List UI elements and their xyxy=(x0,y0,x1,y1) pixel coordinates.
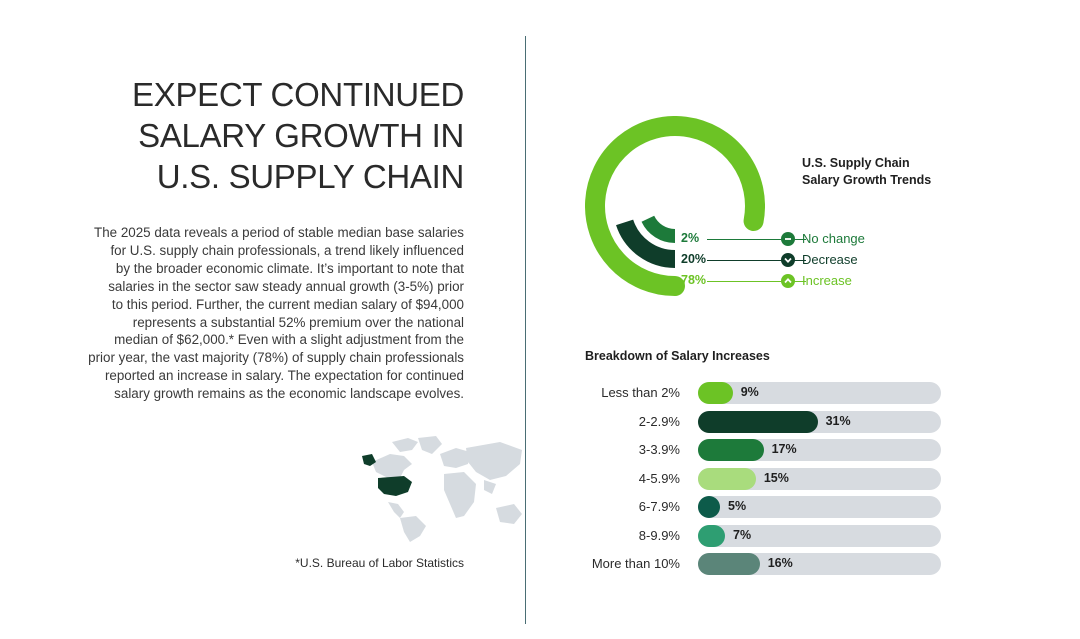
chevron-down-circle-icon xyxy=(781,253,795,267)
bar-fill xyxy=(698,439,764,461)
bar-value-label: 7% xyxy=(733,527,752,542)
bar-category-label: 6-7.9% xyxy=(638,499,680,514)
bar-row: Less than 2% 9% xyxy=(560,382,950,404)
footnote: *U.S. Bureau of Labor Statistics xyxy=(295,556,464,570)
left-column: EXPECT CONTINUED SALARY GROWTH IN U.S. S… xyxy=(60,0,522,639)
bar-track xyxy=(698,410,941,433)
bar-track xyxy=(698,467,941,490)
bar-fill xyxy=(698,496,720,518)
body-line: represents a substantial 52% premium ove… xyxy=(132,314,464,330)
bar-category-label: Less than 2% xyxy=(601,385,680,400)
donut-chart xyxy=(585,116,765,296)
donut-chart-title: U.S. Supply Chain Salary Growth Trends xyxy=(802,155,931,189)
chevron-up-circle-icon xyxy=(781,274,795,288)
bar-row: 2-2.9% 31% xyxy=(560,410,950,433)
bar-value-label: 9% xyxy=(740,385,759,399)
legend-item-decrease: 20% Decrease xyxy=(681,251,901,269)
body-line: prior year, the vast majority (78%) of s… xyxy=(88,350,464,366)
legend-label: No change xyxy=(802,231,865,246)
bar-chart-title: Breakdown of Salary Increases xyxy=(585,349,770,363)
legend-value: 78% xyxy=(681,273,707,287)
body-paragraph: The 2025 data reveals a period of stable… xyxy=(64,224,464,403)
legend-leader-line xyxy=(707,281,806,282)
column-divider xyxy=(525,36,526,624)
donut-slice-decrease xyxy=(616,219,676,268)
bar-value-label: 15% xyxy=(763,470,789,485)
us-highlight xyxy=(362,454,412,496)
bar-row: 4-5.9% 15% xyxy=(560,467,950,490)
bar-category-label: 4-5.9% xyxy=(638,470,680,486)
bar-value-label: 5% xyxy=(728,499,747,513)
bar-category-label: 2-2.9% xyxy=(638,413,680,429)
body-line: by the broader economic climate. It’s im… xyxy=(115,260,464,276)
bar-value-label: 16% xyxy=(767,556,793,570)
body-line: to this period. Further, the current med… xyxy=(111,296,464,312)
bar-track xyxy=(698,553,941,575)
bar-track xyxy=(698,496,941,518)
bar-row: 6-7.9% 5% xyxy=(560,496,950,518)
bar-row: 3-3.9% 17% xyxy=(560,439,950,461)
body-line: reported an increase in salary. The expe… xyxy=(104,368,464,384)
legend-leader-line xyxy=(707,260,806,261)
bar-category-label: 3-3.9% xyxy=(638,442,680,457)
bar-value-label: 17% xyxy=(771,442,797,456)
body-line: salary growth remains as the economic la… xyxy=(114,386,464,402)
bar-fill xyxy=(698,553,760,575)
bar-fill xyxy=(698,524,725,547)
donut-slice-increase xyxy=(585,116,765,296)
page-title: EXPECT CONTINUED SALARY GROWTH IN U.S. S… xyxy=(60,74,464,197)
legend-value: 2% xyxy=(681,231,700,245)
legend-label: Increase xyxy=(802,273,852,288)
bar-value-label: 31% xyxy=(825,413,851,428)
bar-category-label: 8-9.9% xyxy=(638,527,680,543)
bar-row: 8-9.9% 7% xyxy=(560,524,950,547)
legend-value: 20% xyxy=(681,252,707,266)
bar-track xyxy=(698,439,941,461)
minus-circle-icon xyxy=(781,232,795,246)
body-line: for U.S. supply chain professionals, a t… xyxy=(110,242,464,258)
bar-fill xyxy=(698,467,756,490)
body-line: median of $62,000.* Even with a slight a… xyxy=(114,332,464,348)
body-line: The 2025 data reveals a period of stable… xyxy=(94,225,464,240)
bar-fill xyxy=(698,410,818,433)
bar-fill xyxy=(698,382,733,404)
donut-title-line: Salary Growth Trends xyxy=(802,173,932,187)
body-line: salaries in the sector saw steady annual… xyxy=(108,278,464,294)
title-line: SALARY GROWTH IN xyxy=(138,117,464,154)
bar-track xyxy=(698,524,941,547)
bar-track xyxy=(698,382,941,404)
title-line: EXPECT CONTINUED xyxy=(132,76,464,113)
legend-item-no-change: 2% No change xyxy=(681,230,901,248)
donut-title-line: U.S. Supply Chain xyxy=(802,156,910,170)
title-line: U.S. SUPPLY CHAIN xyxy=(156,158,465,195)
legend-label: Decrease xyxy=(802,252,858,267)
legend-item-increase: 78% Increase xyxy=(681,272,901,290)
donut-slice-no-change xyxy=(641,215,676,243)
world-map-land xyxy=(372,436,522,542)
bar-row: More than 10% 16% xyxy=(560,553,950,575)
world-map-image xyxy=(362,436,522,542)
legend-leader-line xyxy=(707,239,806,240)
bar-category-label: More than 10% xyxy=(591,556,680,571)
